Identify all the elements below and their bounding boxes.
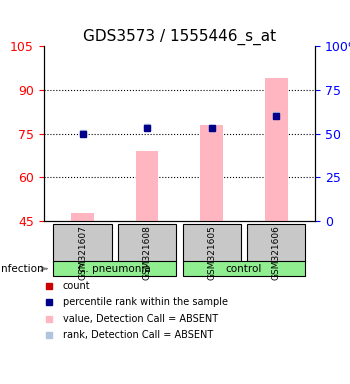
- Text: GSM321605: GSM321605: [207, 225, 216, 280]
- FancyBboxPatch shape: [183, 261, 305, 276]
- Bar: [265, 78, 288, 221]
- FancyBboxPatch shape: [54, 224, 112, 262]
- Title: GDS3573 / 1555446_s_at: GDS3573 / 1555446_s_at: [83, 28, 276, 45]
- Text: rank, Detection Call = ABSENT: rank, Detection Call = ABSENT: [63, 330, 213, 340]
- Text: GSM321607: GSM321607: [78, 225, 87, 280]
- Text: GSM321606: GSM321606: [272, 225, 281, 280]
- FancyBboxPatch shape: [183, 224, 241, 262]
- Bar: [71, 212, 94, 221]
- Text: percentile rank within the sample: percentile rank within the sample: [63, 297, 228, 307]
- Text: value, Detection Call = ABSENT: value, Detection Call = ABSENT: [63, 314, 218, 324]
- FancyBboxPatch shape: [247, 224, 305, 262]
- Text: GSM321608: GSM321608: [142, 225, 152, 280]
- Bar: [136, 151, 159, 221]
- FancyBboxPatch shape: [118, 224, 176, 262]
- FancyBboxPatch shape: [54, 261, 176, 276]
- Text: control: control: [226, 264, 262, 274]
- Bar: [200, 125, 223, 221]
- Text: infection: infection: [0, 264, 47, 274]
- Text: count: count: [63, 281, 90, 291]
- Text: C. pneumonia: C. pneumonia: [78, 264, 151, 274]
